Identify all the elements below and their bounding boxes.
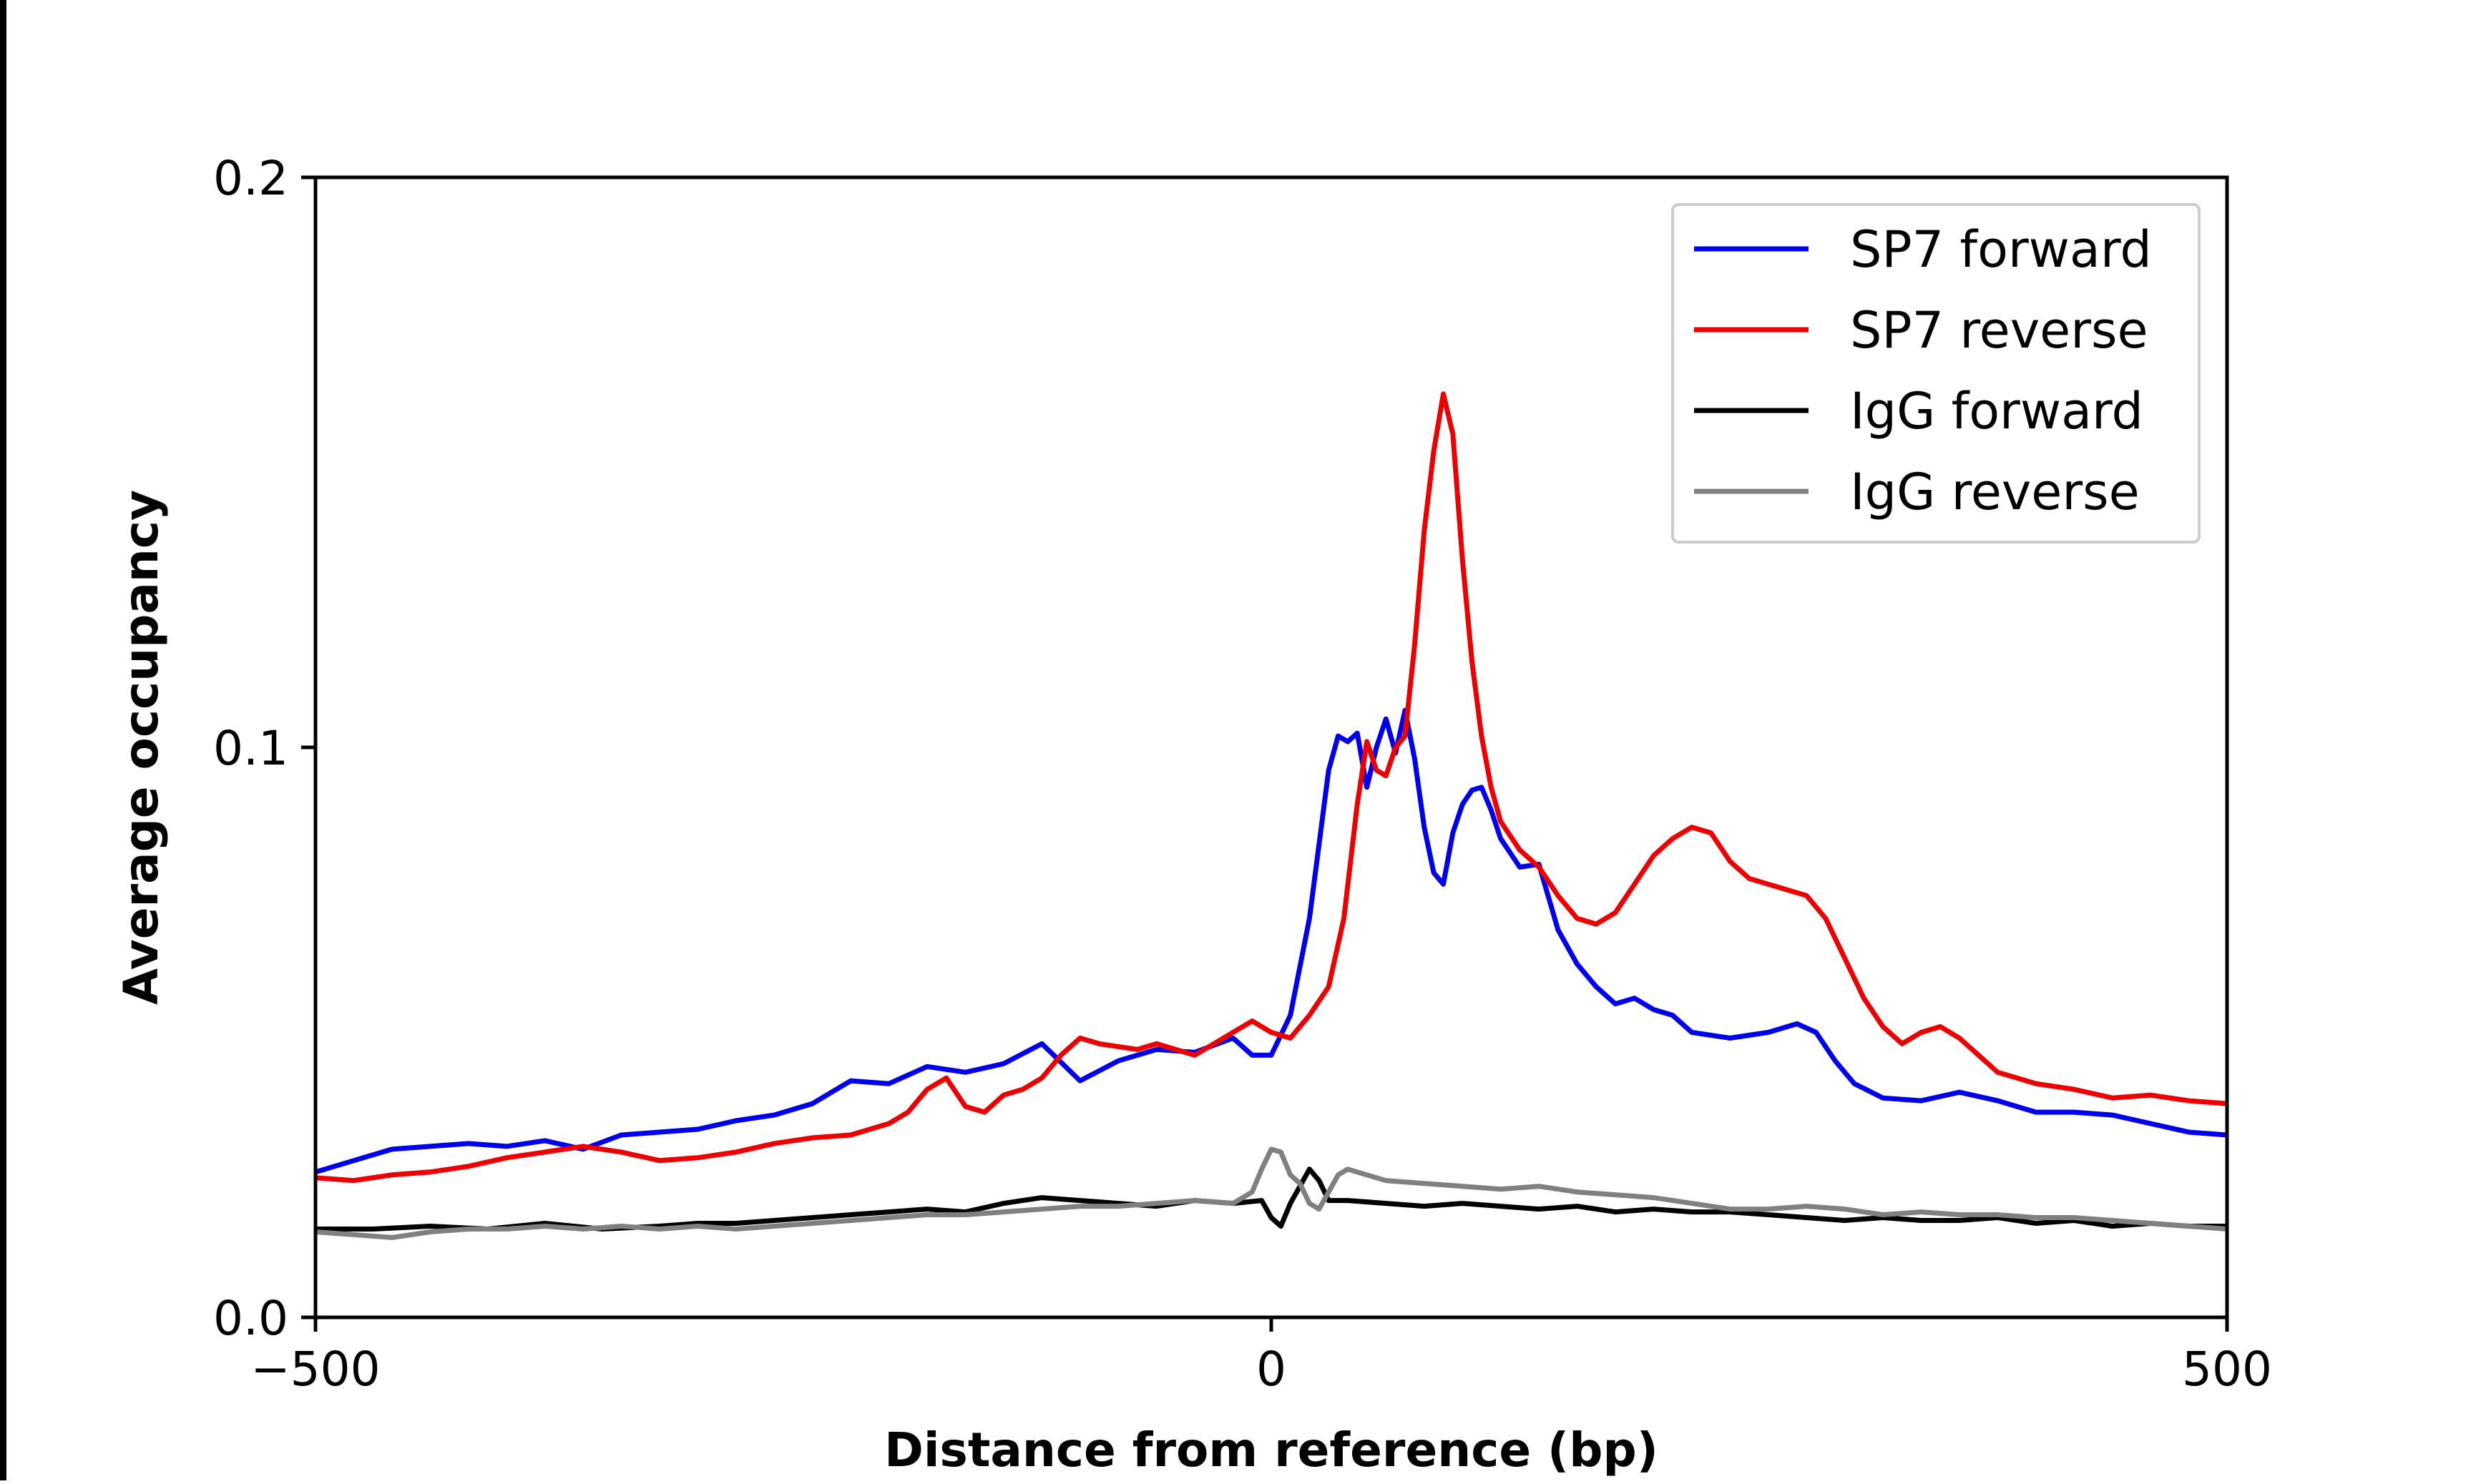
legend-label: SP7 forward	[1850, 220, 2152, 279]
x-tick-label: 500	[2182, 1342, 2272, 1397]
series-line-sp7-forward	[315, 707, 2227, 1175]
series-line-sp7-reverse	[315, 391, 2227, 1184]
series-line-igg-forward	[315, 1166, 2227, 1232]
y-tick-label: 0.1	[213, 721, 288, 776]
y-tick-label: 0.0	[213, 1291, 288, 1346]
axis-ticks: −500 0 500 0.0 0.1 0.2	[213, 151, 2272, 1397]
x-tick-label: −500	[250, 1342, 380, 1397]
legend-label: IgG forward	[1850, 382, 2143, 441]
legend-label: SP7 reverse	[1850, 301, 2148, 360]
legend-label: IgG reverse	[1850, 463, 2140, 521]
series-line-igg-reverse	[315, 1146, 2227, 1240]
legend-box	[1671, 203, 2201, 544]
y-tick-label: 0.2	[213, 151, 288, 206]
y-axis-label: Average occupancy	[114, 490, 169, 1005]
legend: SP7 forward SP7 reverse IgG forward IgG rev…	[1671, 203, 2201, 544]
x-axis-label: Distance from reference (bp)	[884, 1422, 1658, 1478]
x-tick-label: 0	[1256, 1342, 1286, 1397]
left-border	[0, 0, 6, 1480]
plot-lines	[315, 391, 2227, 1240]
